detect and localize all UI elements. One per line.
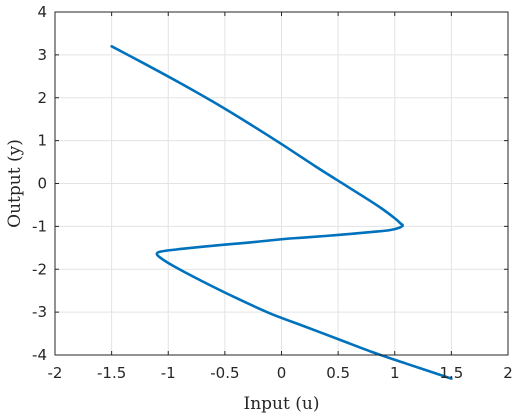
y-tick-label: 2 — [37, 89, 47, 107]
y-tick-labels: -4 -3 -2 -1 0 1 2 3 4 — [32, 3, 47, 364]
x-tick-label: 0.5 — [326, 364, 350, 382]
y-axis-label: Output (y) — [5, 139, 25, 228]
y-tick-label: 3 — [37, 46, 47, 64]
x-tick-label: 0 — [277, 364, 287, 382]
y-tick-label: -2 — [32, 260, 47, 278]
y-tick-label: 1 — [37, 132, 47, 150]
x-tick-label: 1 — [390, 364, 400, 382]
x-tick-label: -1.5 — [97, 364, 126, 382]
y-tick-label: -1 — [32, 217, 47, 235]
axis-ticks — [54, 11, 509, 356]
y-tick-label: -3 — [32, 303, 47, 321]
y-tick-label: 4 — [37, 3, 47, 21]
x-tick-label: 1.5 — [439, 364, 463, 382]
y-tick-label: -4 — [32, 346, 47, 364]
x-tick-label: -0.5 — [210, 364, 239, 382]
x-tick-label: -2 — [48, 364, 63, 382]
series-line — [110, 45, 453, 380]
y-tick-label: 0 — [37, 175, 47, 193]
x-axis-label: Input (u) — [244, 394, 320, 414]
x-tick-label: 2 — [503, 364, 513, 382]
x-tick-label: -1 — [161, 364, 176, 382]
x-tick-labels: -2 -1.5 -1 -0.5 0 0.5 1 1.5 2 — [48, 364, 513, 382]
